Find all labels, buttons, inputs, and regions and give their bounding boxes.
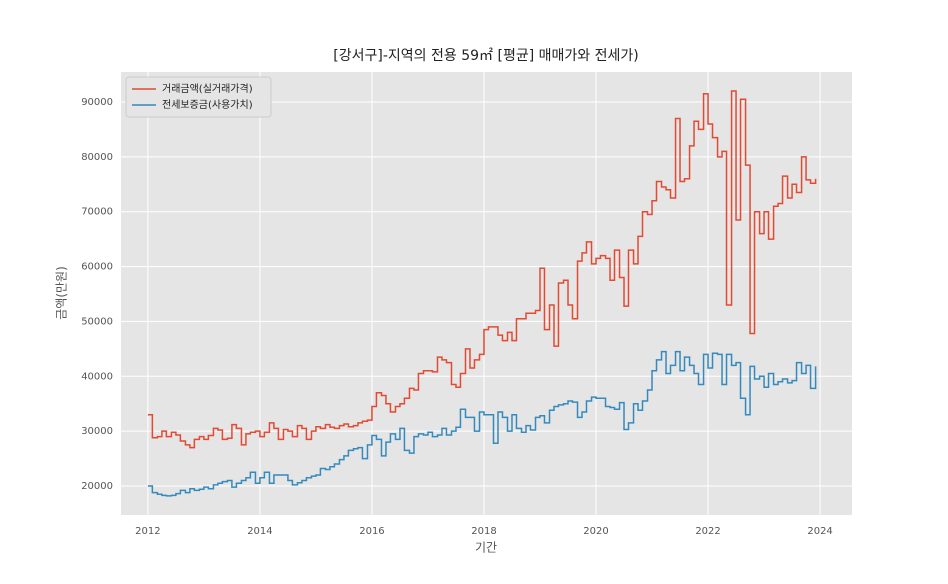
legend-label: 거래금액(실거래가격) <box>162 82 253 95</box>
data-line <box>147 350 817 497</box>
legend-box <box>125 76 272 118</box>
data-line <box>147 90 817 449</box>
legend-label: 전세보증금(사용가치) <box>162 99 253 111</box>
x-axis-label: 기간 <box>475 541 497 555</box>
y-tick-label: 60000 <box>81 262 113 273</box>
x-tick-label: 2018 <box>471 526 496 537</box>
y-tick-label: 20000 <box>81 481 113 492</box>
y-axis-label: 금액(만원) <box>55 266 69 320</box>
plot-area <box>121 72 852 515</box>
x-tick-label: 2024 <box>807 526 832 537</box>
y-tick-label: 80000 <box>81 152 113 163</box>
chart-title: [강서구]-지역의 전용 59㎡ [평균] 매매가와 전세가) <box>333 48 638 64</box>
y-tick-label: 50000 <box>81 316 113 327</box>
x-tick-label: 2012 <box>135 526 160 537</box>
y-tick-label: 90000 <box>81 97 113 108</box>
x-tick-label: 2016 <box>359 526 384 537</box>
y-tick-label: 40000 <box>81 371 113 382</box>
y-tick-label: 70000 <box>81 207 113 218</box>
x-tick-label: 2014 <box>247 526 272 537</box>
x-tick-label: 2022 <box>695 526 720 537</box>
x-tick-label: 2020 <box>583 526 608 537</box>
y-tick-label: 30000 <box>81 426 113 437</box>
